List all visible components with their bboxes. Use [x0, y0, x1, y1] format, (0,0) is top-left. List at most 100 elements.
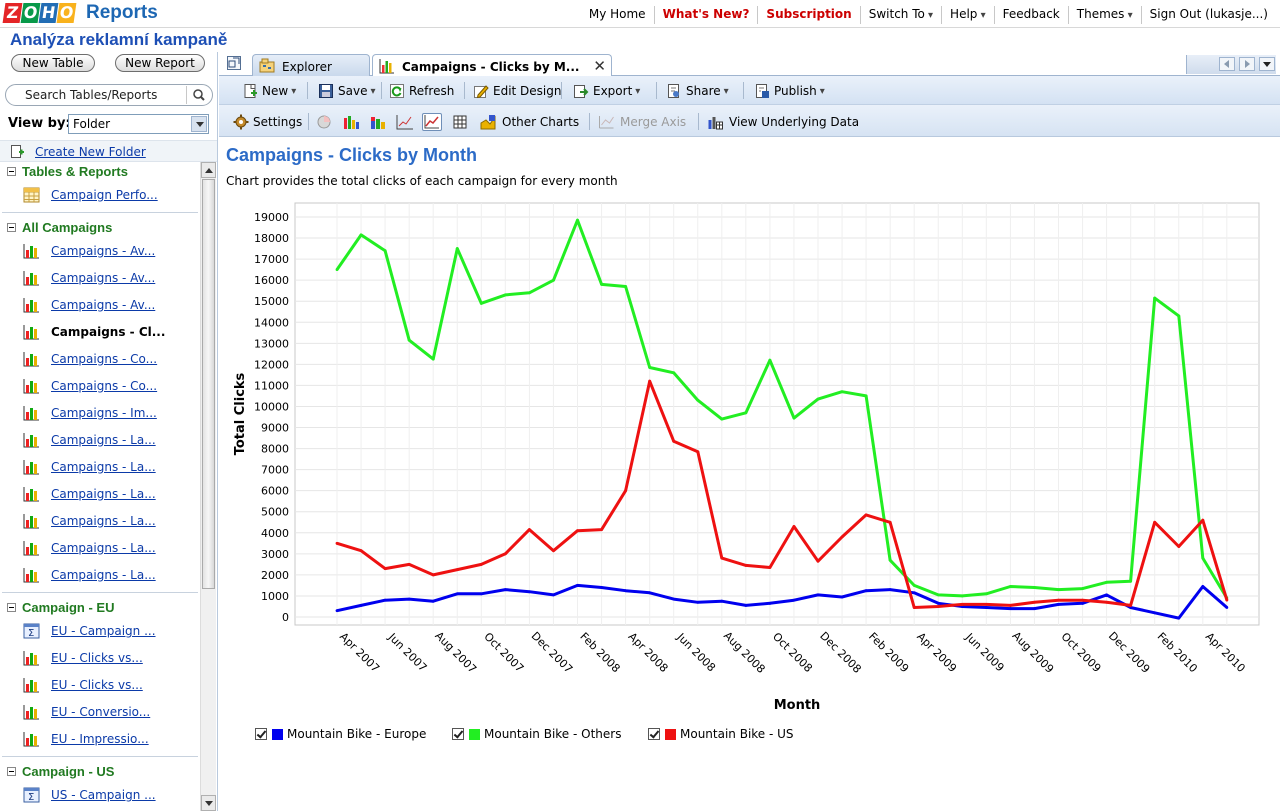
list-item[interactable]: Campaigns - Cl...	[0, 319, 200, 346]
list-item[interactable]: Campaigns - Av...	[0, 292, 200, 319]
list-item-label[interactable]: Campaigns - La...	[51, 541, 156, 555]
collapse-icon[interactable]	[7, 767, 16, 776]
folder-header[interactable]: All Campaigns	[0, 218, 200, 238]
edit-design-button[interactable]: Edit Design	[473, 82, 561, 100]
topnav-subscription[interactable]: Subscription	[757, 6, 859, 24]
list-item-label[interactable]: US - Campaign ...	[51, 788, 156, 802]
create-new-folder-link[interactable]: Create New Folder	[35, 145, 146, 159]
refresh-button[interactable]: Refresh	[389, 82, 454, 100]
topnav-feedback[interactable]: Feedback	[993, 6, 1068, 24]
list-item[interactable]: Campaign Perfo...	[0, 182, 200, 209]
stacked-bar-icon[interactable]	[368, 113, 388, 131]
list-item[interactable]: Campaigns - La...	[0, 508, 200, 535]
save-button[interactable]: Save	[318, 82, 376, 100]
list-item[interactable]: Σ EU - Campaign ...	[0, 618, 200, 645]
legend-checkbox[interactable]	[648, 728, 660, 740]
tab-next-button[interactable]	[1239, 57, 1255, 71]
topnav-sign-out-lukasje[interactable]: Sign Out (lukasje...)	[1140, 6, 1276, 24]
scatter-chart-icon[interactable]	[395, 113, 415, 131]
data-point	[1057, 588, 1060, 592]
legend-item[interactable]: Mountain Bike - US	[648, 727, 794, 741]
share-button[interactable]: Share	[666, 82, 729, 100]
table-view-icon[interactable]	[450, 113, 470, 131]
search-tables-input[interactable]: Search Tables/Reports	[5, 84, 213, 106]
topnav-themes[interactable]: Themes	[1067, 6, 1141, 24]
folder-header[interactable]: Campaign - EU	[0, 598, 200, 618]
list-item[interactable]: Campaigns - Co...	[0, 346, 200, 373]
list-item-label[interactable]: Campaigns - Av...	[51, 271, 156, 285]
list-item[interactable]: Σ US - Campaign ...	[0, 782, 200, 809]
list-item[interactable]: EU - Impressio...	[0, 726, 200, 753]
topnav-my-home[interactable]: My Home	[588, 7, 646, 21]
list-item-label[interactable]: EU - Campaign ...	[51, 624, 156, 638]
merge-axis-button[interactable]: Merge Axis	[597, 113, 686, 131]
maximize-icon[interactable]	[227, 56, 241, 70]
tab-list-button[interactable]	[1259, 57, 1275, 71]
tab-explorer[interactable]: Explorer	[252, 54, 370, 76]
collapse-icon[interactable]	[7, 603, 16, 612]
list-item[interactable]: Campaigns - La...	[0, 535, 200, 562]
pie-chart-icon[interactable]	[314, 113, 334, 131]
chevron-down-icon[interactable]	[191, 116, 207, 132]
list-item[interactable]: Campaigns - Av...	[0, 238, 200, 265]
topnav-what-s-new[interactable]: What's New?	[653, 6, 758, 24]
list-item[interactable]: Campaigns - La...	[0, 481, 200, 508]
bar-chart-icon[interactable]	[341, 113, 361, 131]
topnav-help[interactable]: Help	[941, 6, 994, 24]
list-item-label[interactable]: Campaigns - La...	[51, 433, 156, 447]
list-item-label[interactable]: Campaigns - Im...	[51, 406, 157, 420]
list-item[interactable]: EU - Clicks vs...	[0, 672, 200, 699]
search-icon[interactable]	[186, 86, 210, 104]
list-item-label[interactable]: Campaigns - La...	[51, 460, 156, 474]
view-by-select[interactable]: Folder	[68, 114, 209, 134]
list-item-label[interactable]: Campaigns - Av...	[51, 244, 156, 258]
new-report-button[interactable]: New Report	[115, 54, 205, 72]
scroll-down-button[interactable]	[201, 795, 216, 811]
list-item-label[interactable]: EU - Clicks vs...	[51, 651, 143, 665]
legend-checkbox[interactable]	[452, 728, 464, 740]
list-item-label[interactable]: Campaigns - Co...	[51, 352, 158, 366]
list-item-label[interactable]: Campaigns - La...	[51, 568, 156, 582]
scroll-up-button[interactable]	[201, 162, 216, 178]
folder-header[interactable]: Tables & Reports	[0, 162, 200, 182]
new-button[interactable]: New	[242, 82, 296, 100]
collapse-icon[interactable]	[7, 167, 16, 176]
list-item[interactable]: Campaigns - Av...	[0, 265, 200, 292]
sidebar-scrollbar[interactable]	[200, 162, 216, 811]
list-item-label[interactable]: EU - Clicks vs...	[51, 678, 143, 692]
collapse-icon[interactable]	[7, 223, 16, 232]
topnav-switch-to[interactable]: Switch To	[859, 6, 941, 24]
new-table-button[interactable]: New Table	[11, 54, 95, 72]
legend-item[interactable]: Mountain Bike - Others	[452, 727, 621, 741]
export-button[interactable]: Export	[573, 82, 640, 100]
list-item-label[interactable]: EU - Conversio...	[51, 705, 151, 719]
publish-button[interactable]: Publish	[754, 82, 825, 100]
list-item[interactable]: Campaigns - Co...	[0, 373, 200, 400]
line-chart-icon[interactable]	[422, 113, 442, 131]
list-item-label[interactable]: Campaigns - La...	[51, 514, 156, 528]
list-item[interactable]: Campaigns - La...	[0, 454, 200, 481]
tab-campaigns-clicks[interactable]: Campaigns - Clicks by M... ✕	[372, 54, 612, 77]
list-item[interactable]: Campaigns - La...	[0, 562, 200, 589]
tab-prev-button[interactable]	[1219, 57, 1235, 71]
legend-checkbox[interactable]	[255, 728, 267, 740]
list-item[interactable]: Campaigns - Im...	[0, 400, 200, 427]
settings-button[interactable]: Settings	[233, 113, 302, 131]
list-item-label[interactable]: EU - Impressio...	[51, 732, 149, 746]
other-charts-button[interactable]: Other Charts	[478, 113, 579, 131]
list-item-label[interactable]: Campaigns - Cl...	[51, 325, 166, 339]
list-item[interactable]: Campaigns - La...	[0, 427, 200, 454]
list-item[interactable]: EU - Conversio...	[0, 699, 200, 726]
folder-header[interactable]: Campaign - US	[0, 762, 200, 782]
list-item-label[interactable]: Campaigns - Co...	[51, 379, 158, 393]
list-item-label[interactable]: Campaigns - La...	[51, 487, 156, 501]
close-icon[interactable]: ✕	[593, 57, 606, 75]
list-item-label[interactable]: Campaign Perfo...	[51, 188, 158, 202]
scroll-thumb[interactable]	[202, 179, 215, 589]
list-item[interactable]: EU - Clicks vs...	[0, 645, 200, 672]
data-point	[1177, 314, 1181, 318]
view-underlying-data-button[interactable]: View Underlying Data	[706, 113, 859, 131]
list-item-label[interactable]: Campaigns - Av...	[51, 298, 156, 312]
zoho-reports-logo[interactable]: Z O H O Reports	[2, 1, 158, 25]
legend-item[interactable]: Mountain Bike - Europe	[255, 727, 426, 741]
